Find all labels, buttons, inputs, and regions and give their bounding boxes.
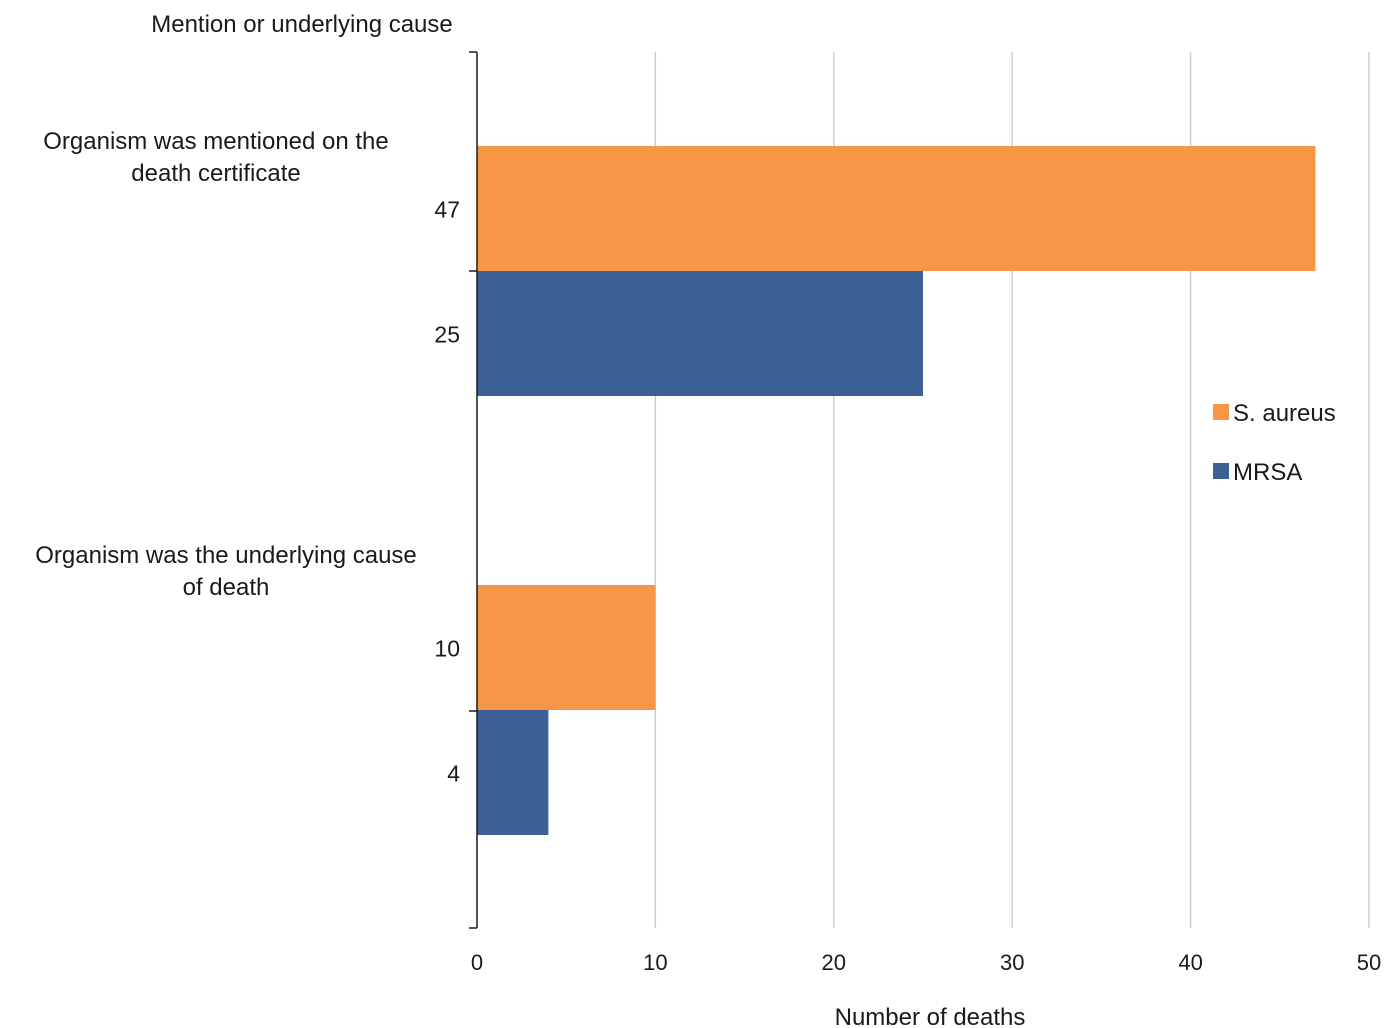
data-label-s-aureus-2: 10	[434, 636, 460, 662]
bars	[477, 146, 1316, 835]
bar-s-aureus-2	[477, 585, 656, 710]
legend-label-mrsa: MRSA	[1233, 459, 1302, 486]
x-tick-label-10: 10	[643, 950, 667, 975]
category-label-line: death certificate	[131, 160, 300, 187]
category-label-2: Organism was the underlying cause of deat…	[35, 542, 417, 601]
labels: 47 25 10 4 Organism was mentioned on the deat…	[35, 11, 1025, 1028]
legend-swatch-s-aureus	[1213, 404, 1229, 420]
bar-mrsa-2	[477, 710, 549, 835]
legend-label-s-aureus: S. aureus	[1233, 400, 1336, 427]
x-tick-label-30: 30	[1000, 950, 1024, 975]
category-label-line: Organism was the underlying cause	[35, 542, 417, 569]
axes: 0 10 20 30 40 50	[469, 51, 1381, 975]
x-tick-label-50: 50	[1357, 950, 1381, 975]
bar-mrsa-1	[477, 271, 923, 396]
category-label-line: Organism was mentioned on the	[43, 128, 389, 155]
x-tick-label-0: 0	[471, 950, 483, 975]
x-tick-label-20: 20	[822, 950, 846, 975]
y-axis-title: Mention or underlying cause	[151, 11, 453, 38]
bar-s-aureus-1	[477, 146, 1316, 271]
x-axis-title: Number of deaths	[835, 1004, 1026, 1028]
category-label-line: of death	[183, 574, 270, 601]
category-label-1: Organism was mentioned on the death certi…	[43, 128, 389, 187]
data-label-mrsa-2: 4	[447, 761, 460, 787]
x-tick-label-40: 40	[1178, 950, 1202, 975]
data-label-mrsa-1: 25	[434, 322, 460, 348]
legend-swatch-mrsa	[1213, 463, 1229, 479]
data-label-s-aureus-1: 47	[434, 197, 460, 223]
legend: S. aureus MRSA	[1213, 400, 1336, 486]
